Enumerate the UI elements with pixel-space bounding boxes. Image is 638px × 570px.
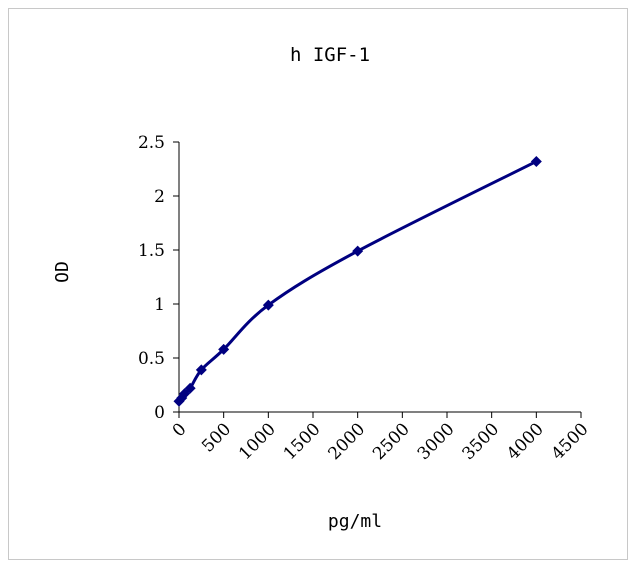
- x-tick-label: 3000: [414, 419, 459, 464]
- x-tick-label: 4500: [548, 419, 593, 464]
- x-tick-label: 2000: [324, 419, 369, 464]
- data-point: [262, 299, 274, 311]
- x-tick-label: 500: [198, 419, 235, 456]
- axes: 0 0.5 1 1.5 2 2.5 0 500 1000 1500 2000 2500 3000 3500…: [138, 133, 593, 464]
- x-tick-label: 1500: [280, 419, 325, 464]
- x-tick-label: 3500: [458, 419, 503, 464]
- data-point: [195, 364, 207, 376]
- data-point: [352, 245, 364, 257]
- y-tick-label: 0.5: [138, 349, 165, 369]
- y-tick-label: 2: [154, 187, 165, 207]
- x-axis-label: pg/ml: [328, 511, 382, 532]
- data-point: [530, 155, 542, 167]
- x-tick-label: 2500: [369, 419, 414, 464]
- chart-title: h IGF-1: [290, 44, 370, 66]
- chart-frame: [8, 8, 628, 560]
- data-point: [184, 382, 196, 394]
- x-tick-label: 1000: [235, 419, 280, 464]
- data-point: [218, 343, 230, 355]
- x-tick-label: 4000: [503, 419, 548, 464]
- x-tick-label: 0: [169, 419, 191, 441]
- y-tick-label: 0: [154, 403, 165, 423]
- y-axis-label: OD: [52, 261, 73, 283]
- plot-area: [173, 155, 542, 407]
- series-line: [177, 159, 538, 403]
- y-tick-label: 2.5: [138, 133, 165, 153]
- y-tick-label: 1.5: [138, 241, 165, 261]
- y-tick-label: 1: [154, 295, 165, 315]
